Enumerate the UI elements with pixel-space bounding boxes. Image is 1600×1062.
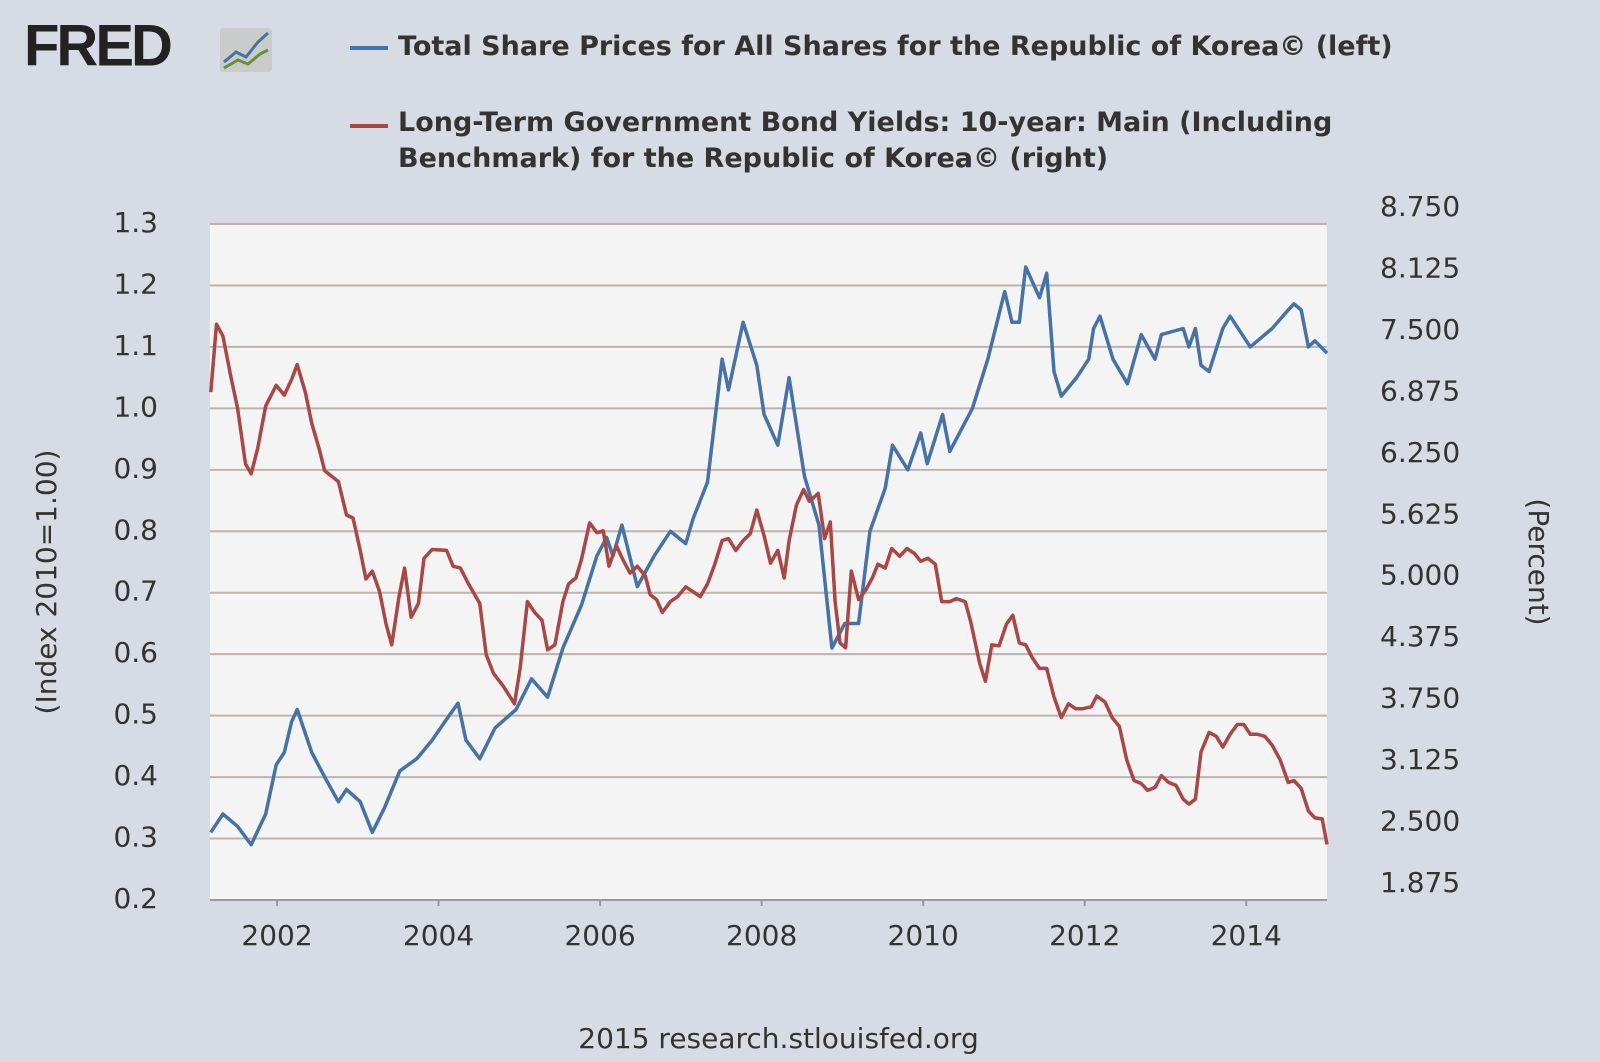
y2-tick-label: 7.500	[1380, 313, 1460, 346]
x-tick-label: 2010	[888, 919, 959, 952]
legend-entry: Total Share Prices for All Shares for th…	[398, 31, 1393, 62]
y2-axis-label: (Percent)	[1522, 498, 1555, 625]
footer: 2015 research.stlouisfed.org	[578, 1022, 978, 1055]
y-tick-label: 0.8	[113, 513, 158, 546]
x-tick-label: 2004	[403, 919, 474, 952]
legend-entry: Long-Term Government Bond Yields: 10-yea…	[398, 107, 1333, 174]
y2-tick-label: 8.750	[1380, 190, 1460, 223]
y2-tick-label: 5.625	[1380, 497, 1460, 530]
y-tick-label: 1.3	[113, 206, 158, 239]
y2-tick-label: 5.000	[1380, 559, 1460, 592]
y-tick-label: 0.9	[113, 452, 158, 485]
y2-tick-label: 6.250	[1380, 436, 1460, 469]
y2-tick-label: 4.375	[1380, 620, 1460, 653]
y-tick-label: 1.2	[113, 267, 158, 300]
logo: FRED	[24, 13, 171, 78]
y-tick-label: 0.6	[113, 636, 158, 669]
y2-tick-label: 8.125	[1380, 251, 1460, 284]
x-tick-label: 2012	[1049, 919, 1120, 952]
x-tick-label: 2002	[241, 919, 312, 952]
x-tick-label: 2014	[1211, 919, 1282, 952]
x-tick-label: 2006	[564, 919, 635, 952]
y-tick-label: 0.7	[113, 575, 158, 608]
legend-swatch	[350, 46, 388, 50]
y-tick-label: 1.1	[113, 329, 158, 362]
y-tick-label: 0.2	[113, 882, 158, 915]
y-tick-label: 0.3	[113, 821, 158, 854]
y-tick-label: 1.0	[113, 390, 158, 423]
logo-icon	[220, 28, 272, 72]
y-tick-label: 0.5	[113, 698, 158, 731]
y2-tick-label: 3.750	[1380, 682, 1460, 715]
y2-tick-label: 6.875	[1380, 374, 1460, 407]
y2-tick-label: 1.875	[1380, 866, 1460, 899]
series-line	[209, 322, 1329, 845]
x-tick-label: 2008	[726, 919, 797, 952]
legend-swatch	[350, 124, 388, 128]
y2-tick-label: 3.125	[1380, 743, 1460, 776]
y2-tick-label: 2.500	[1380, 805, 1460, 838]
y-tick-label: 0.4	[113, 759, 158, 792]
y-axis-label: (Index 2010=1.00)	[30, 450, 63, 715]
